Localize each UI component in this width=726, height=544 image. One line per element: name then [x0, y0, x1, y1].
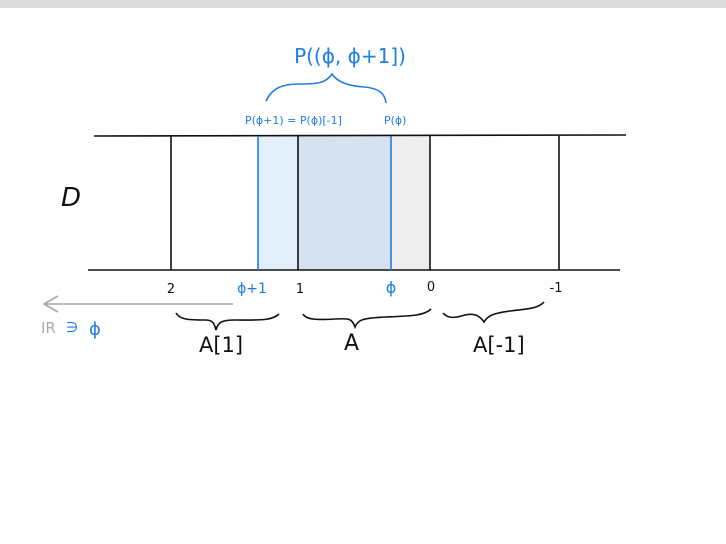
band-light-blue	[258, 136, 298, 270]
tick-zero: 0	[427, 280, 435, 295]
arrow-label-phi: ϕ	[89, 319, 101, 340]
arrow-label-ni: ∋	[66, 320, 78, 336]
tick-one: 1	[296, 282, 304, 297]
brace-a	[302, 308, 432, 330]
band-gray	[391, 136, 430, 270]
right-endpoint-label: P(ϕ)	[384, 114, 406, 127]
tick-two: 2	[167, 282, 175, 297]
left-endpoint-label: P(ϕ+1) = P(ϕ)[-1]	[245, 114, 342, 127]
label-a: A	[344, 331, 359, 356]
top-bar	[0, 0, 726, 8]
d-label: D	[61, 183, 81, 213]
tick-phi-plus-one: ϕ+1	[237, 281, 267, 297]
top-line	[93, 134, 627, 137]
label-a-shift-minus: A[-1]	[473, 333, 525, 357]
top-label: P((ϕ, ϕ+1])	[294, 44, 406, 68]
tick-minus-one: -1	[550, 281, 563, 296]
brace-a-shift-minus	[442, 301, 545, 324]
brace-a-shift-plus	[175, 312, 280, 331]
left-arrow-icon	[42, 295, 233, 313]
top-brace	[265, 72, 387, 104]
tick-phi: ϕ	[386, 278, 397, 297]
arrow-label-r: IR	[41, 319, 56, 337]
label-a-shift-plus: A[1]	[199, 333, 243, 357]
band-mid-blue	[298, 136, 391, 270]
